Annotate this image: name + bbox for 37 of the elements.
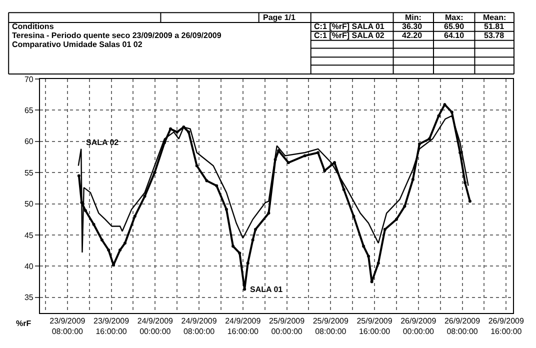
y-tick-label: 70 xyxy=(24,74,34,84)
text: C:1 [%rF] SALA 02 xyxy=(314,31,385,40)
x-tick-label: 23/9/2009 16:00:00 xyxy=(93,316,130,336)
text: 53.78 xyxy=(484,31,505,40)
x-tick-label: 25/9/2009 08:00:00 xyxy=(312,316,350,336)
y-tick-label: 50 xyxy=(24,200,34,209)
x-tick-label: 25/9/2009 16:00:00 xyxy=(356,316,393,336)
x-tick-label: 26/9/2009 00:00:00 xyxy=(400,316,437,336)
y-axis-title: %rF xyxy=(16,319,32,328)
annotation: SALA 01 xyxy=(250,285,284,294)
y-tick-label: 35 xyxy=(24,293,34,302)
chart-title: Teresina - Periodo quente seco 23/09/2009 a 26/09/2009 xyxy=(12,31,222,40)
x-tick-label: 25/9/2009 00:00:00 xyxy=(268,316,306,336)
y-tick-label: 45 xyxy=(24,230,34,240)
x-tick-label: 23/9/2009 08:00:00 xyxy=(50,316,86,336)
text: 51.81 xyxy=(484,22,505,31)
y-tick-label: 55 xyxy=(24,168,34,178)
x-tick-label: 24/9/2009 16:00:00 xyxy=(225,316,262,336)
text: C:1 [%rF] SALA 01 xyxy=(314,22,385,31)
y-tick-label: 40 xyxy=(24,262,34,271)
text: Mean: xyxy=(483,13,506,22)
text: 36.30 xyxy=(402,22,423,31)
text: Page 1/1 xyxy=(263,13,296,22)
x-tick-label: 24/9/2009 00:00:00 xyxy=(137,316,174,336)
text: 64.10 xyxy=(444,31,465,40)
annotation: SALA 02 xyxy=(86,138,120,147)
chart-subtitle: Comparativo Umidade Salas 01 02 xyxy=(12,40,143,49)
text: Conditions xyxy=(12,22,54,31)
text: Min: xyxy=(405,13,422,22)
text: Max: xyxy=(445,13,464,22)
x-tick-label: 24/9/2009 08:00:00 xyxy=(181,316,218,336)
x-tick-label: 26/9/2009 08:00:00 xyxy=(444,316,481,336)
text: 65.90 xyxy=(444,22,465,31)
x-tick-label: 26/9/2009 16:00:00 xyxy=(488,316,524,336)
y-tick-label: 65 xyxy=(24,106,34,115)
text: 42.20 xyxy=(402,31,423,40)
y-tick-label: 60 xyxy=(24,137,34,146)
